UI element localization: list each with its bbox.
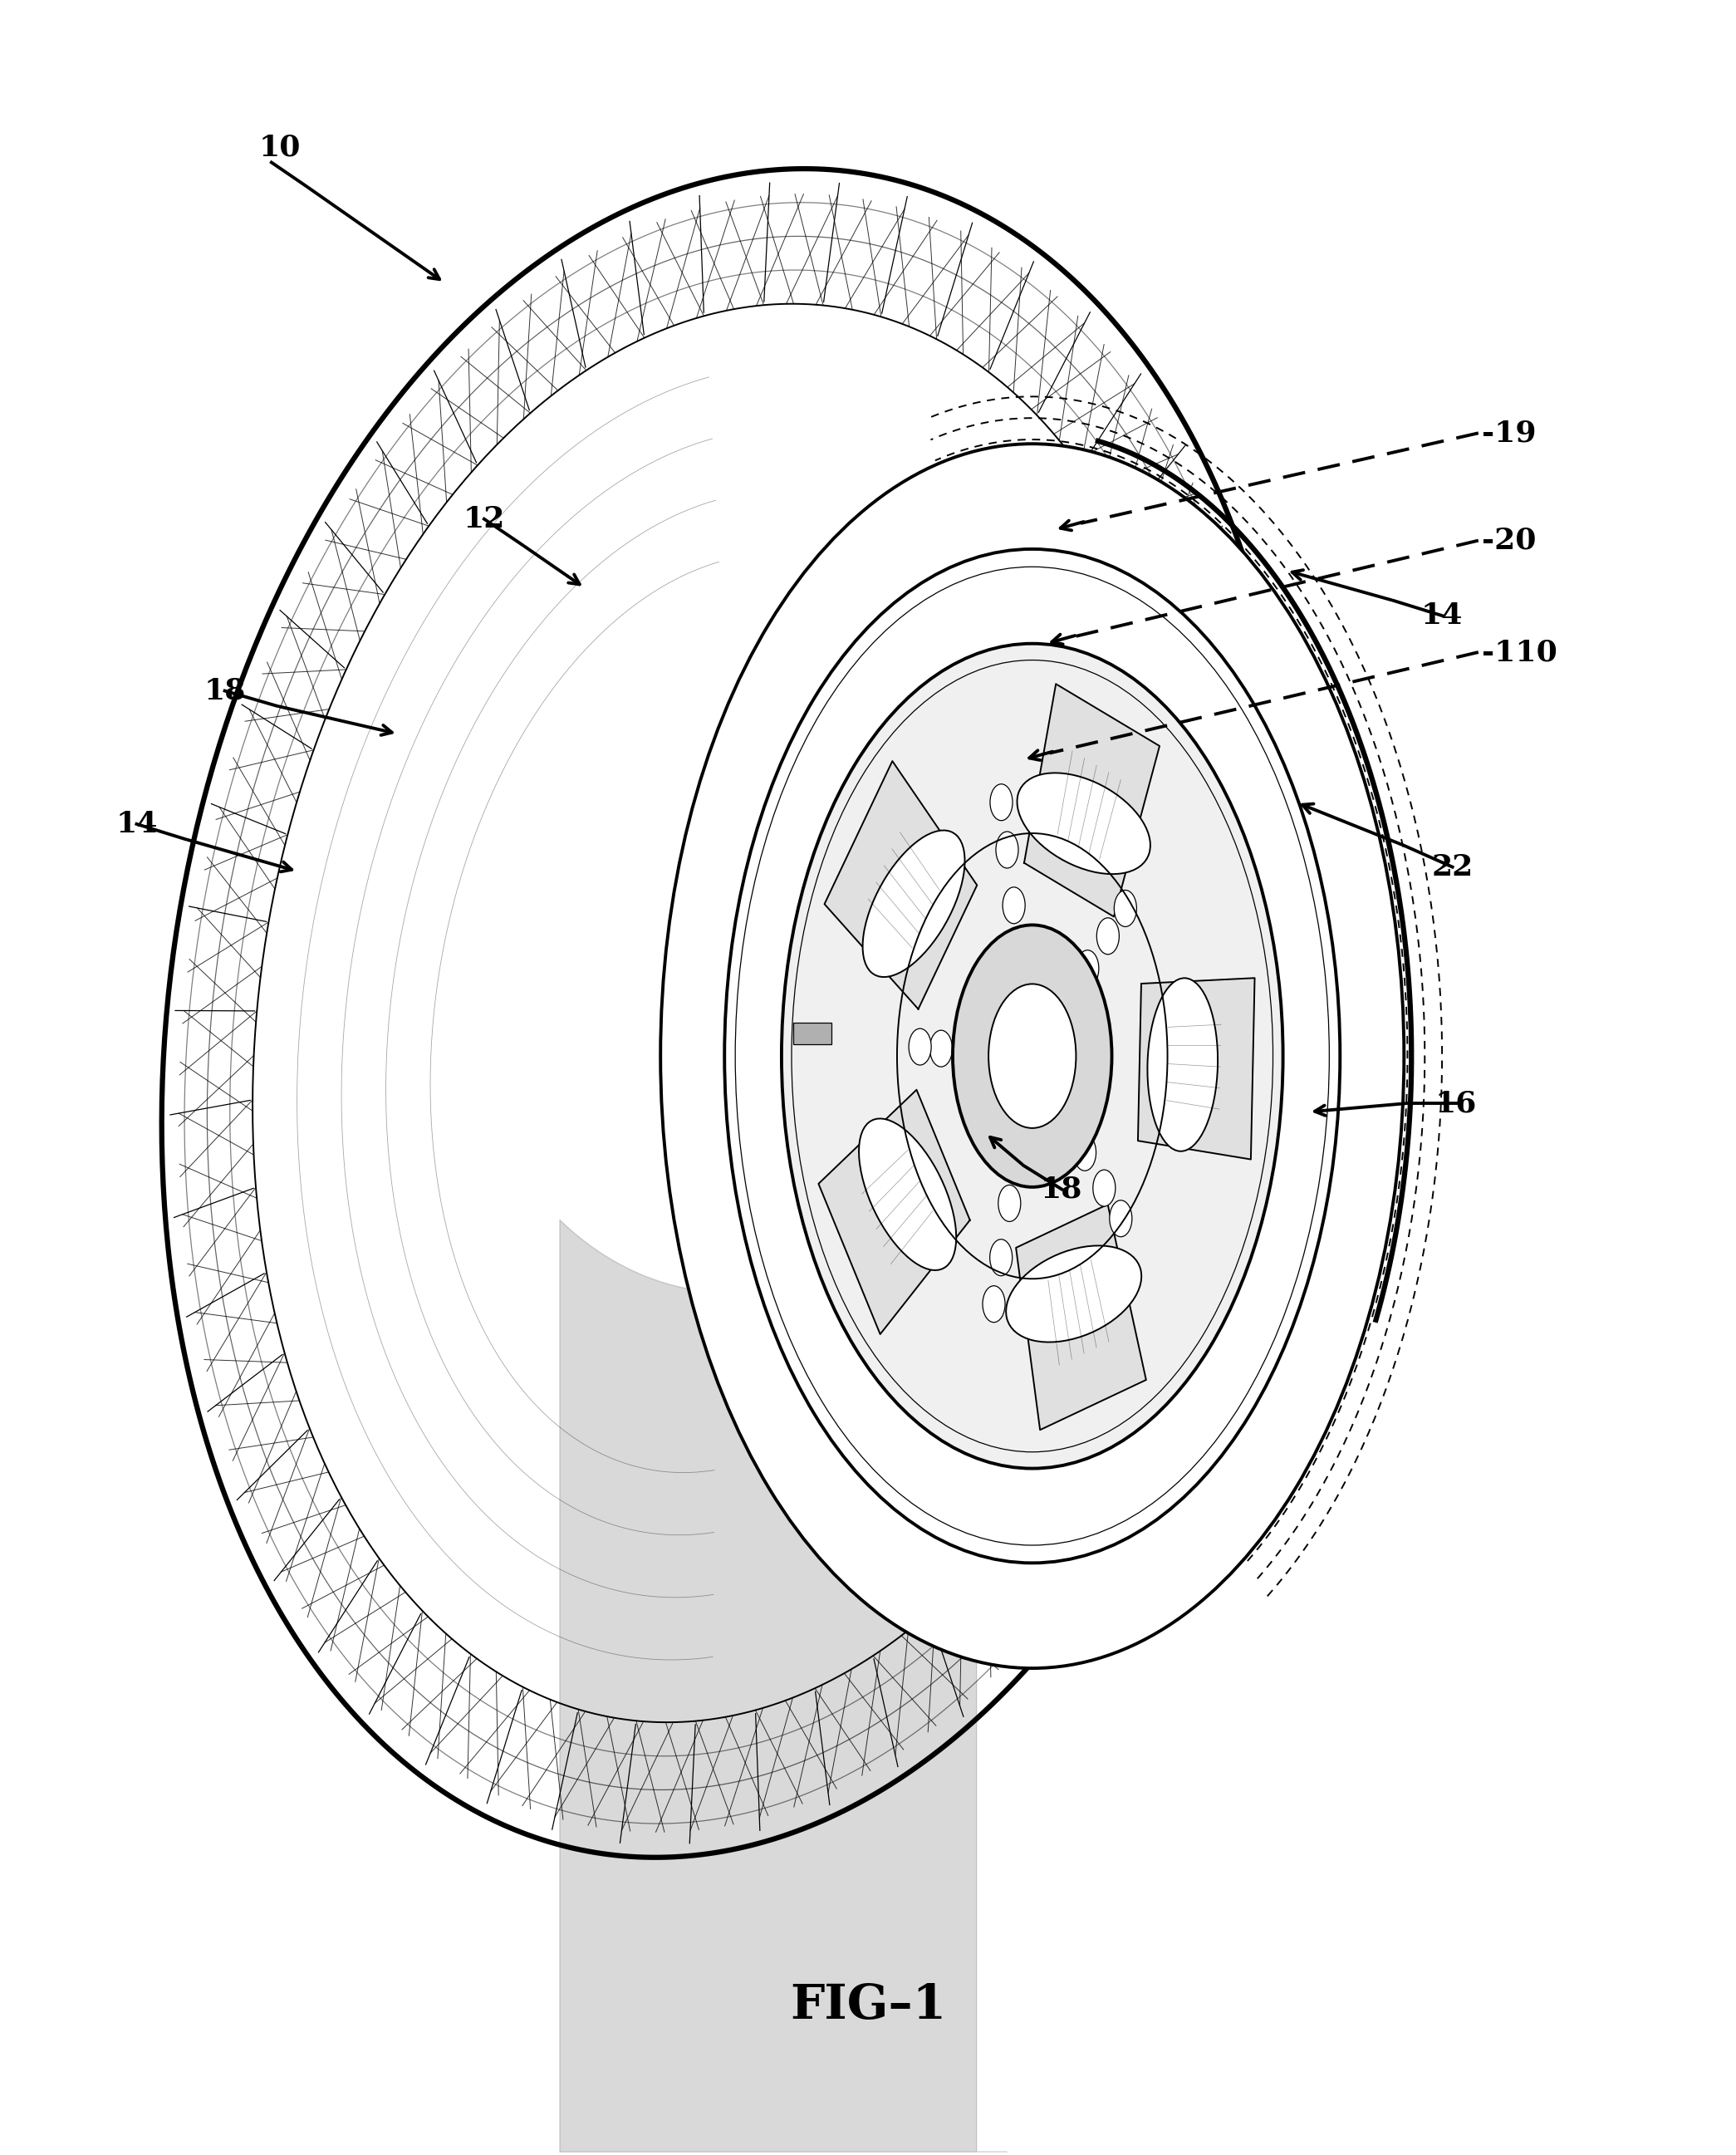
Bar bbox=[793, 1024, 832, 1043]
Ellipse shape bbox=[1076, 950, 1099, 987]
Ellipse shape bbox=[859, 1118, 957, 1269]
Ellipse shape bbox=[660, 444, 1404, 1668]
Ellipse shape bbox=[781, 644, 1283, 1468]
Ellipse shape bbox=[863, 830, 965, 976]
Polygon shape bbox=[818, 1090, 970, 1334]
Ellipse shape bbox=[1109, 1200, 1132, 1237]
Polygon shape bbox=[1137, 978, 1255, 1159]
Text: -110: -110 bbox=[1483, 638, 1557, 666]
Text: -20: -20 bbox=[1483, 526, 1536, 554]
Text: 22: 22 bbox=[1432, 853, 1474, 881]
Text: 14: 14 bbox=[116, 810, 158, 838]
Ellipse shape bbox=[1073, 1134, 1095, 1170]
Ellipse shape bbox=[1003, 888, 1026, 924]
Ellipse shape bbox=[983, 1287, 1005, 1323]
Text: 10: 10 bbox=[259, 134, 300, 162]
Ellipse shape bbox=[953, 924, 1111, 1187]
Ellipse shape bbox=[908, 1028, 930, 1065]
Ellipse shape bbox=[996, 832, 1019, 868]
Text: FIG–1: FIG–1 bbox=[790, 1983, 946, 2028]
Polygon shape bbox=[1024, 683, 1160, 916]
Ellipse shape bbox=[1094, 1170, 1116, 1207]
Ellipse shape bbox=[1007, 1246, 1142, 1343]
Text: 16: 16 bbox=[1436, 1088, 1477, 1118]
Ellipse shape bbox=[930, 1030, 953, 1067]
Ellipse shape bbox=[990, 784, 1012, 821]
Text: 14: 14 bbox=[1422, 601, 1463, 629]
Ellipse shape bbox=[1115, 890, 1137, 927]
Ellipse shape bbox=[955, 1032, 977, 1069]
Text: 12: 12 bbox=[464, 504, 505, 532]
Ellipse shape bbox=[1097, 918, 1120, 955]
Text: 18: 18 bbox=[203, 677, 247, 705]
Ellipse shape bbox=[988, 985, 1076, 1127]
Text: 18: 18 bbox=[1042, 1174, 1083, 1202]
Ellipse shape bbox=[1017, 774, 1151, 875]
Ellipse shape bbox=[1147, 978, 1217, 1151]
Ellipse shape bbox=[990, 1239, 1012, 1276]
Polygon shape bbox=[1016, 1205, 1146, 1431]
Polygon shape bbox=[825, 761, 977, 1009]
Text: -19: -19 bbox=[1483, 418, 1536, 448]
Ellipse shape bbox=[998, 1185, 1021, 1222]
